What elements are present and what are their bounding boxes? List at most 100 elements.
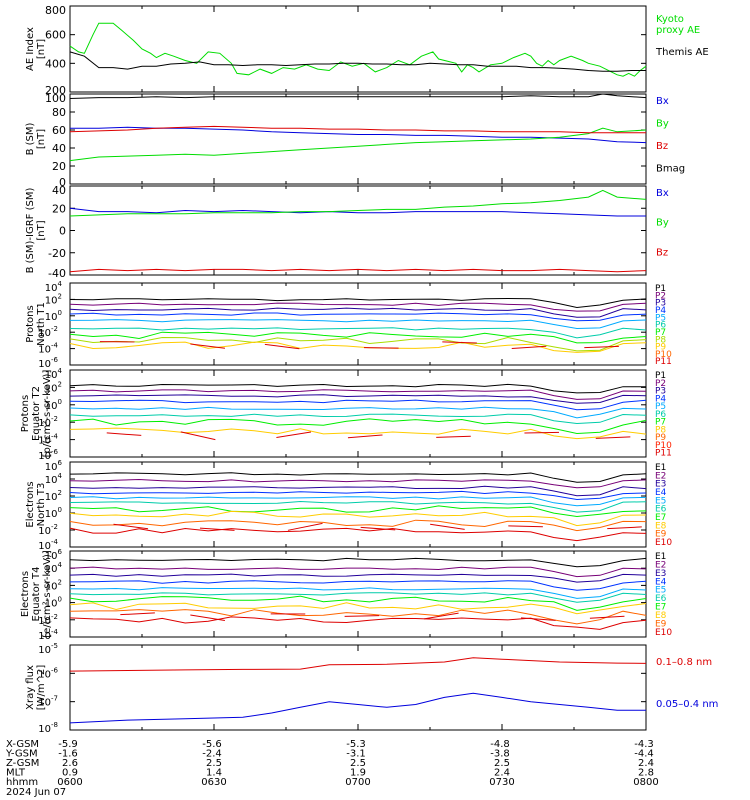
legend-entry: Themis AE — [655, 47, 709, 58]
noise-segment — [520, 617, 556, 621]
series-line-p7 — [69, 331, 647, 344]
y-axis-label: B (SM) — [25, 122, 36, 155]
legend-entry: Bx — [656, 96, 669, 107]
noise-segment — [442, 341, 477, 344]
y-tick-label: 20 — [52, 160, 66, 173]
y-axis-label: Electrons — [20, 571, 31, 617]
x-tick-value: 0630 — [201, 777, 226, 788]
series-line-themis-ae — [69, 51, 646, 72]
series-line-e8 — [69, 602, 647, 615]
y-axis-label: [W/m^2] — [36, 665, 47, 711]
legend-p9: P9 — [655, 343, 666, 353]
legend-p8: P8 — [655, 335, 666, 345]
x-tick-value: 1.4 — [206, 768, 222, 779]
panel-frame — [69, 185, 647, 276]
series-line-by — [69, 127, 647, 162]
x-tick-value: 0800 — [633, 777, 658, 788]
series-line-e9 — [69, 519, 647, 532]
x-tick-value: 2.4 — [494, 768, 510, 779]
y-tick-label: 400 — [45, 57, 66, 70]
x-row-label: hhmm — [6, 777, 38, 788]
noise-segment — [364, 347, 399, 349]
y-tick-label: -40 — [48, 267, 66, 280]
noise-segment — [511, 345, 547, 349]
noise-segment — [524, 431, 560, 434]
y-tick-label: 0 — [59, 176, 66, 189]
legend-e9: E9 — [655, 530, 667, 540]
legend-p6: P6 — [655, 410, 666, 420]
y-axis-label: Protons — [20, 395, 31, 432]
y-tick-label: -20 — [48, 247, 66, 260]
y-tick-label: 10-8 — [38, 721, 58, 735]
legend-e3: E3 — [655, 569, 666, 579]
x-row-label: MLT — [6, 768, 26, 779]
legend-p1: P1 — [655, 284, 666, 294]
legend-e1: E1 — [655, 463, 666, 473]
series-line-p1 — [69, 297, 647, 309]
x-tick-value: -2.4 — [202, 749, 222, 760]
date-label: 2024 Jun 07 — [6, 787, 66, 798]
series-line-e8 — [69, 510, 647, 527]
noise-segment — [584, 345, 619, 349]
legend-e9: E9 — [655, 619, 667, 629]
y-tick-label: 0 — [59, 225, 66, 238]
y-tick-label: 800 — [45, 4, 66, 17]
series-line-e3 — [69, 573, 647, 583]
legend-e2: E2 — [655, 560, 666, 570]
y-axis-label: North T1 — [36, 302, 47, 346]
legend-e4: E4 — [655, 488, 667, 498]
x-tick-value: -1.6 — [58, 749, 78, 760]
x-tick-value: 0730 — [489, 777, 514, 788]
x-tick-value: -5.3 — [346, 739, 366, 750]
x-tick-value: 2.8 — [638, 768, 654, 779]
series-line-e3 — [69, 485, 647, 497]
legend-entry: 0.05–0.4 nm — [656, 699, 718, 710]
series-line-p2 — [69, 302, 647, 312]
panel-frame — [69, 461, 647, 548]
x-tick-value: 0700 — [345, 777, 370, 788]
legend-e7: E7 — [655, 603, 666, 613]
y-axis-label: [p/(cm²-s-sr-keV)] — [42, 370, 53, 458]
y-axis-label: Equator T2 — [31, 386, 42, 441]
x-tick-value: 1.9 — [350, 768, 366, 779]
series-line-e5 — [69, 587, 647, 599]
series-line-e10 — [69, 527, 647, 542]
series-line-bmag — [69, 93, 647, 99]
legend-entry: proxy AE — [656, 25, 700, 36]
panel-frame — [69, 93, 647, 185]
legend-e8: E8 — [655, 611, 667, 621]
series-line-0.05–0.4-nm — [69, 692, 646, 724]
legend-p9: P9 — [655, 433, 666, 443]
y-tick-label: 100 — [45, 309, 62, 323]
y-axis-label: [nT] — [36, 39, 47, 59]
noise-segment — [287, 522, 323, 531]
y-tick-label: 100 — [45, 506, 62, 520]
series-line-p3 — [69, 394, 647, 404]
legend-e6: E6 — [655, 505, 667, 515]
y-tick-label: 600 — [45, 29, 66, 42]
x-tick-value: -3.8 — [490, 749, 510, 760]
series-line-e1 — [69, 557, 647, 568]
x-row-label: X-GSM — [6, 739, 39, 750]
noise-segment — [607, 526, 642, 530]
panel-3: 40 20 0 -20 -40 B (SM)-IGRF (SM) [nT] Bx By Bz — [25, 184, 669, 280]
legend-p1: P1 — [655, 371, 666, 381]
series-line-p4 — [69, 399, 647, 411]
noise-segment — [113, 523, 149, 530]
noise-segment — [589, 615, 625, 619]
y-tick-label: 80 — [52, 106, 66, 119]
series-line-0.1–0.8-nm — [69, 657, 647, 672]
series-line-p2 — [69, 389, 647, 400]
legend-p2: P2 — [655, 291, 666, 301]
series-line-p6 — [69, 327, 647, 339]
noise-segment — [595, 436, 631, 439]
legend-e10: E10 — [655, 538, 672, 548]
x-tick-value: 2.6 — [62, 758, 78, 769]
series-line-e4 — [69, 580, 647, 591]
legend-p4: P4 — [655, 394, 666, 404]
x-tick-value: -3.1 — [346, 749, 366, 760]
series-line-p3 — [69, 307, 647, 318]
